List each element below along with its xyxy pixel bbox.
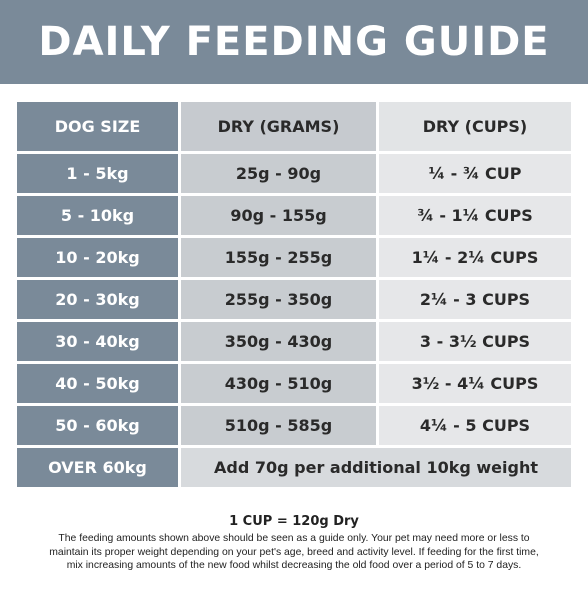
disclaimer-text: The feeding amounts shown above should b…	[9, 532, 579, 573]
row-grams: 350g - 430g	[181, 322, 376, 361]
row-cups: 4¼ - 5 CUPS	[379, 406, 571, 445]
row-cups: 3½ - 4¼ CUPS	[379, 364, 571, 403]
row-size: 5 - 10kg	[17, 196, 178, 235]
disclaimer-line: maintain its proper weight depending on …	[49, 546, 539, 558]
row-size: 20 - 30kg	[17, 280, 178, 319]
row-cups: 3 - 3½ CUPS	[379, 322, 571, 361]
row-size: 50 - 60kg	[17, 406, 178, 445]
row-grams: 510g - 585g	[181, 406, 376, 445]
row-size: 40 - 50kg	[17, 364, 178, 403]
row-size: 30 - 40kg	[17, 322, 178, 361]
header-dog-size: DOG SIZE	[17, 102, 178, 151]
cup-conversion: 1 CUP = 120g Dry	[229, 514, 359, 529]
row-grams: 90g - 155g	[181, 196, 376, 235]
header-dry-cups: DRY (CUPS)	[379, 102, 571, 151]
row-size: 1 - 5kg	[17, 154, 178, 193]
disclaimer-line: The feeding amounts shown above should b…	[58, 533, 530, 544]
row-size: 10 - 20kg	[17, 238, 178, 277]
title-banner: DAILY FEEDING GUIDE	[0, 0, 588, 84]
header-dry-grams: DRY (GRAMS)	[181, 102, 376, 151]
row-cups: ¾ - 1¼ CUPS	[379, 196, 571, 235]
row-cups: ¼ - ¾ CUP	[379, 154, 571, 193]
row-grams: 155g - 255g	[181, 238, 376, 277]
row-grams: 430g - 510g	[181, 364, 376, 403]
additional-weight-note: Add 70g per additional 10kg weight	[181, 448, 571, 487]
row-cups: 2¼ - 3 CUPS	[379, 280, 571, 319]
footer-notes: 1 CUP = 120g Dry The feeding amounts sho…	[0, 514, 588, 573]
row-size-over-60: OVER 60kg	[17, 448, 178, 487]
page-title: DAILY FEEDING GUIDE	[38, 19, 550, 65]
disclaimer-line: mix increasing amounts of the new food w…	[66, 560, 522, 571]
row-grams: 25g - 90g	[181, 154, 376, 193]
row-cups: 1¼ - 2¼ CUPS	[379, 238, 571, 277]
feeding-table: DOG SIZE DRY (GRAMS) DRY (CUPS) 1 - 5kg …	[17, 102, 571, 487]
row-grams: 255g - 350g	[181, 280, 376, 319]
